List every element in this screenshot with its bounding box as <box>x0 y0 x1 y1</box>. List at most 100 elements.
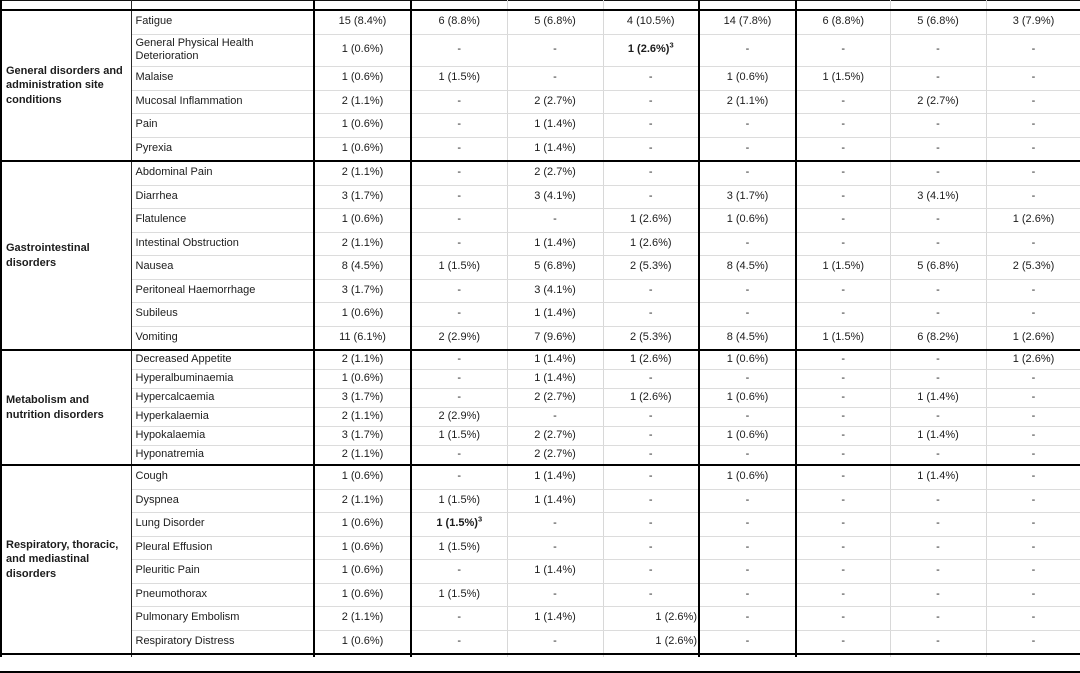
value-cell: 3 (7.9%) <box>986 10 1080 35</box>
value-cell: - <box>796 465 891 490</box>
table-row: Dyspnea 2 (1.1%) 1 (1.5%) 1 (1.4%) - - - - - <box>1 489 1080 513</box>
value-cell: - <box>796 445 891 466</box>
value-cell: 1 (0.6%) <box>314 369 412 389</box>
adverse-events-table: Decreased General disorders and administ… <box>0 0 1080 657</box>
event-cell-empty <box>131 654 315 657</box>
event-cell: Malaise <box>131 66 315 91</box>
value-cell <box>796 0 891 10</box>
value-cell: 2 (2.9%) <box>411 407 508 427</box>
value-cell: - <box>796 606 891 631</box>
value-cell: 2 (2.7%) <box>507 90 604 114</box>
value-cell: - <box>986 66 1080 91</box>
event-cell: Flatulence <box>131 208 315 233</box>
value-cell: - <box>699 559 797 584</box>
value-cell: - <box>796 161 891 186</box>
value-cell: 2 (2.7%) <box>507 388 604 408</box>
value-cell <box>986 654 1080 657</box>
value-cell: 1 (1.5%) <box>411 536 508 560</box>
value-cell: 11 (6.1%) <box>314 326 412 351</box>
value-cell: - <box>890 445 987 466</box>
section-gastrointestinal-disorders: Gastrointestinal disorders Abdominal Pain… <box>1 161 1080 351</box>
value-cell: - <box>603 66 700 91</box>
value-cell: - <box>411 279 508 303</box>
value-cell <box>986 0 1080 10</box>
value-cell: 1 (1.4%) <box>890 426 987 446</box>
value-cell: 2 (1.1%) <box>314 489 412 513</box>
event-cell: Hyponatremia <box>131 445 315 466</box>
value-cell: 1 (1.5%) <box>411 66 508 91</box>
value-cell: 2 (1.1%) <box>314 407 412 427</box>
value-cell: 1 (1.4%) <box>507 302 604 327</box>
value-cell: 1 (1.4%) <box>507 113 604 138</box>
event-cell: Nausea <box>131 255 315 280</box>
value-cell: - <box>507 407 604 427</box>
value-cell: - <box>699 583 797 607</box>
value-cell: 3 (4.1%) <box>890 185 987 209</box>
value-cell: 3 (1.7%) <box>314 426 412 446</box>
value-cell: 1 (1.5%) <box>796 66 891 91</box>
table-row: Hyperkalaemia 2 (1.1%) 2 (2.9%) - - - - - - <box>1 407 1080 427</box>
value-cell: - <box>603 583 700 607</box>
event-cell: Dyspnea <box>131 489 315 513</box>
event-cell-clipped: Decreased <box>131 0 315 10</box>
value-cell: 1 (0.6%) <box>699 350 797 370</box>
value-cell: 1 (2.6%) <box>603 630 700 655</box>
value-cell: - <box>986 559 1080 584</box>
value-cell: - <box>603 185 700 209</box>
value-cell: 1 (0.6%) <box>314 559 412 584</box>
value-cell: - <box>986 512 1080 537</box>
value-cell: - <box>507 66 604 91</box>
value-cell <box>890 654 987 657</box>
table-row: Hyponatremia 2 (1.1%) -2 (2.7%) - - - - - <box>1 445 1080 466</box>
value-cell: - <box>796 512 891 537</box>
table-row: Pain 1 (0.6%) -1 (1.4%) - - - - - <box>1 113 1080 138</box>
category-cell-empty <box>1 0 132 10</box>
event-cell: General Physical Health Deterioration <box>131 34 315 67</box>
category-cell: General disorders and administration sit… <box>1 10 132 162</box>
event-cell: Decreased Appetite <box>131 350 315 370</box>
table-row: Diarrhea 3 (1.7%) -3 (4.1%) -3 (1.7%) -3 (4.… <box>1 185 1080 209</box>
value-cell: - <box>411 137 508 162</box>
value-cell: 3 (4.1%) <box>507 279 604 303</box>
value-cell: 2 (1.1%) <box>314 161 412 186</box>
value-cell: - <box>411 445 508 466</box>
value-cell: - <box>507 583 604 607</box>
value-cell <box>603 654 700 657</box>
value-cell: 1 (1.4%) <box>507 232 604 256</box>
value-cell: - <box>796 559 891 584</box>
value-cell: 1 (0.6%) <box>314 302 412 327</box>
value-cell: - <box>507 208 604 233</box>
value-cell: 3 (1.7%) <box>314 279 412 303</box>
value-cell: - <box>411 465 508 490</box>
value-cell: - <box>796 583 891 607</box>
value-cell: - <box>603 465 700 490</box>
table-row: Malaise 1 (0.6%) 1 (1.5%) - -1 (0.6%) 1 (1.5%… <box>1 66 1080 91</box>
value-cell: - <box>507 34 604 67</box>
value-cell: - <box>796 407 891 427</box>
event-cell: Peritoneal Haemorrhage <box>131 279 315 303</box>
value-cell: - <box>411 350 508 370</box>
event-cell: Cough <box>131 465 315 490</box>
table-row: Hypercalcaemia 3 (1.7%) -2 (2.7%) 1 (2.6%) 1… <box>1 388 1080 408</box>
value-cell: - <box>603 489 700 513</box>
value-cell: - <box>890 232 987 256</box>
value-cell: 2 (1.1%) <box>699 90 797 114</box>
table-row: Vomiting 11 (6.1%) 2 (2.9%) 7 (9.6%) 2 (5.3%… <box>1 326 1080 351</box>
value-cell: 1 (1.5%) <box>796 255 891 280</box>
value-cell <box>699 654 797 657</box>
value-cell: 1 (0.6%) <box>314 465 412 490</box>
value-cell: 2 (5.3%) <box>603 326 700 351</box>
value-cell: - <box>796 137 891 162</box>
value-cell <box>507 654 604 657</box>
value-cell: 2 (2.7%) <box>507 426 604 446</box>
value-cell: 3 (1.7%) <box>314 388 412 408</box>
value-cell: - <box>699 137 797 162</box>
value-cell: 1 (1.4%) <box>507 559 604 584</box>
value-cell: - <box>411 606 508 631</box>
value-cell: 1 (0.6%) <box>314 137 412 162</box>
value-cell: - <box>890 66 987 91</box>
value-cell: - <box>699 369 797 389</box>
table-row: Pleural Effusion 1 (0.6%) 1 (1.5%) - - - - - - <box>1 536 1080 560</box>
value-cell: 5 (6.8%) <box>507 255 604 280</box>
value-cell: - <box>796 536 891 560</box>
